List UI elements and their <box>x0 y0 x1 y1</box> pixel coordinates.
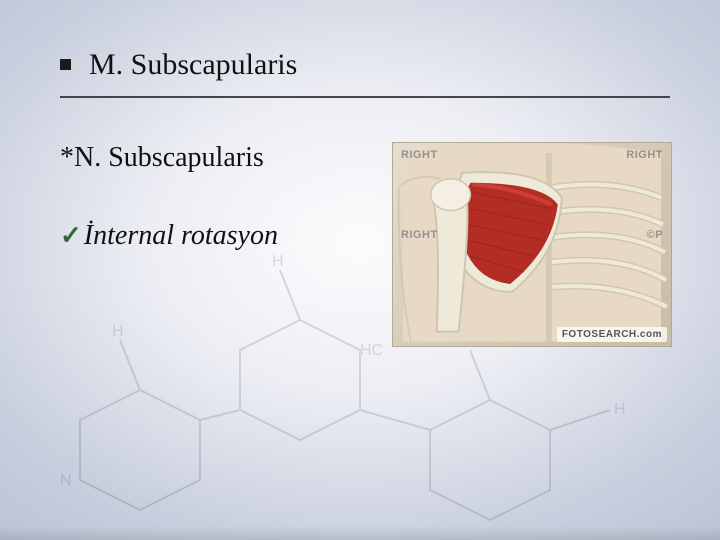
title-divider <box>60 96 670 98</box>
text-column: *N. Subscapularis ✓İnternal rotasyon <box>60 142 362 252</box>
slide-root: H H H H N HC M. Subscapularis *N. Subsca… <box>0 0 720 540</box>
watermark-top-right: RIGHT <box>626 149 663 161</box>
watermark-bottom-right: FOTOSEARCH.com <box>557 327 667 342</box>
line-2-text: İnternal rotasyon <box>84 220 278 251</box>
anatomy-illustration <box>393 143 671 347</box>
watermark-top-left: RIGHT <box>401 149 438 161</box>
line-1: *N. Subscapularis <box>60 142 362 174</box>
square-bullet-icon <box>60 59 71 70</box>
check-icon: ✓ <box>60 221 82 250</box>
slide-content: M. Subscapularis *N. Subscapularis ✓İnte… <box>0 0 720 540</box>
line-1-text: N. Subscapularis <box>74 142 264 173</box>
body-area: *N. Subscapularis ✓İnternal rotasyon <box>60 142 672 347</box>
title-row: M. Subscapularis <box>60 48 672 82</box>
asterisk-prefix: * <box>60 142 74 173</box>
anatomy-image: RIGHT RIGHT RIGHT ©P FOTOSEARCH.com <box>392 142 672 347</box>
slide-title: M. Subscapularis <box>89 48 297 82</box>
watermark-mid-right: ©P <box>647 229 663 241</box>
watermark-mid-left: RIGHT <box>401 229 438 241</box>
line-2: ✓İnternal rotasyon <box>60 220 362 252</box>
